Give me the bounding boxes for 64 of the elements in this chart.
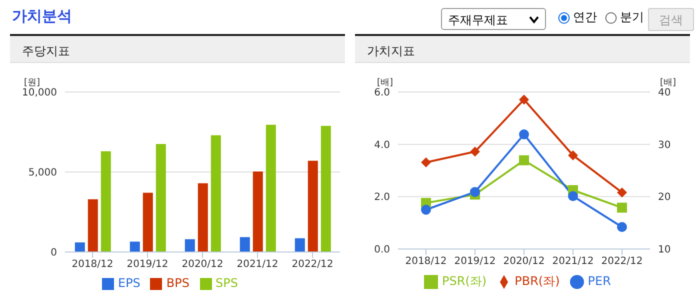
y2-tick-label: 30 [658,140,671,151]
point [568,150,578,160]
bar [294,238,305,252]
y-tick-label: 10,000 [22,88,57,99]
dropdown: 주재무제표 [441,8,546,30]
x-tick-label: 2019/12 [454,256,496,268]
bar [74,242,85,252]
bar [240,237,250,252]
y2-tick-label: 40 [658,88,671,99]
bar [308,160,318,252]
search-button: 검색 [648,8,694,31]
text: 가치분석 [12,7,72,26]
point [421,204,431,215]
point [519,155,529,166]
y-tick-label: 2.0 [374,192,390,204]
legend-label: PER [588,274,611,288]
x-tick-label: 2021/12 [236,259,278,270]
y-tick-label: 0 [50,248,57,259]
chart-title: 주당지표 [10,34,345,63]
x-tick-label: 2022/12 [601,256,643,268]
legend-label: PSR(좌) [442,274,487,288]
y-tick-label: 4.0 [374,140,390,151]
bar [210,135,221,252]
text: 연간 [573,9,597,26]
bar [156,144,166,252]
x-tick-label: 2020/12 [182,259,224,270]
x-tick-label: 2019/12 [126,259,168,270]
bar [252,172,263,252]
point [421,157,431,168]
y-tick-label: 0.0 [374,244,390,256]
point [617,202,627,213]
bar [130,242,140,252]
point [470,146,480,157]
x-tick-label: 2022/12 [292,259,334,270]
y2-tick-label: 20 [658,192,671,204]
y-tick-label: 5,000 [28,168,57,179]
text: 분기 [620,9,644,26]
point [519,94,529,105]
x-tick-label: 2021/12 [552,256,594,268]
chart-title: 가치지표 [355,34,690,63]
point [617,222,627,232]
legend-label: PBR(좌) [514,274,560,288]
y2-tick-label: 10 [658,244,671,256]
bar [142,192,153,252]
x-tick-label: 2018/12 [405,256,447,268]
bar [198,183,208,252]
point [568,191,578,202]
bar [184,239,195,252]
legend-label: EPS [118,276,140,290]
bar [320,126,331,252]
point [617,187,627,198]
y-axis-title: [배] [377,77,394,88]
bar [266,124,276,252]
bar [88,199,98,252]
point [470,186,480,197]
x-tick-label: 2020/12 [503,256,545,268]
point [519,129,529,140]
x-tick-label: 2018/12 [72,259,114,270]
legend-label: SPS [216,276,238,290]
y-tick-label: 6.0 [374,88,390,99]
bar [100,151,111,252]
y2-axis-title: [배] [660,77,676,88]
y-axis-title: [원] [24,77,40,88]
legend-label: BPS [166,276,190,290]
